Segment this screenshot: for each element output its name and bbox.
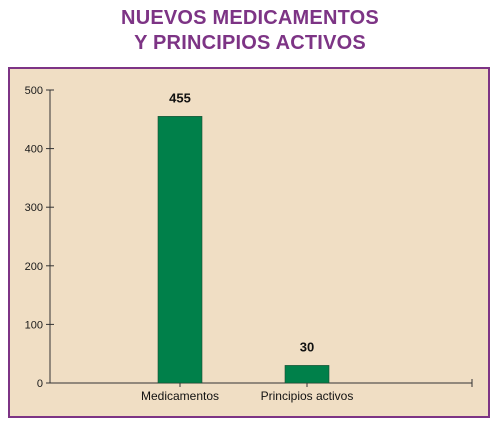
y-tick-label-200: 200 (25, 261, 43, 273)
chart-panel (8, 67, 490, 418)
data-label-0: 455 (169, 90, 191, 105)
y-tick-label-500: 500 (25, 85, 43, 97)
bar-0 (157, 116, 203, 384)
chart-title-line-2: Y PRINCIPIOS ACTIVOS (134, 32, 366, 54)
chart-title: NUEVOS MEDICAMENTOS Y PRINCIPIOS ACTIVOS (0, 6, 500, 56)
category-label-0: Medicamentos (141, 389, 219, 403)
category-label-1: Principios activos (261, 389, 354, 403)
y-tick-label-400: 400 (25, 144, 43, 156)
bar-1 (284, 365, 330, 384)
data-label-1: 30 (300, 339, 314, 354)
y-tick-label-100: 100 (25, 319, 43, 331)
chart-title-line-1: NUEVOS MEDICAMENTOS (121, 7, 379, 29)
y-tick-label-0: 0 (37, 378, 43, 390)
y-tick-label-300: 300 (25, 202, 43, 214)
